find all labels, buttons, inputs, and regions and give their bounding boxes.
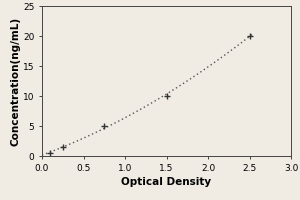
Y-axis label: Concentration(ng/mL): Concentration(ng/mL) xyxy=(10,16,20,146)
X-axis label: Optical Density: Optical Density xyxy=(122,177,212,187)
